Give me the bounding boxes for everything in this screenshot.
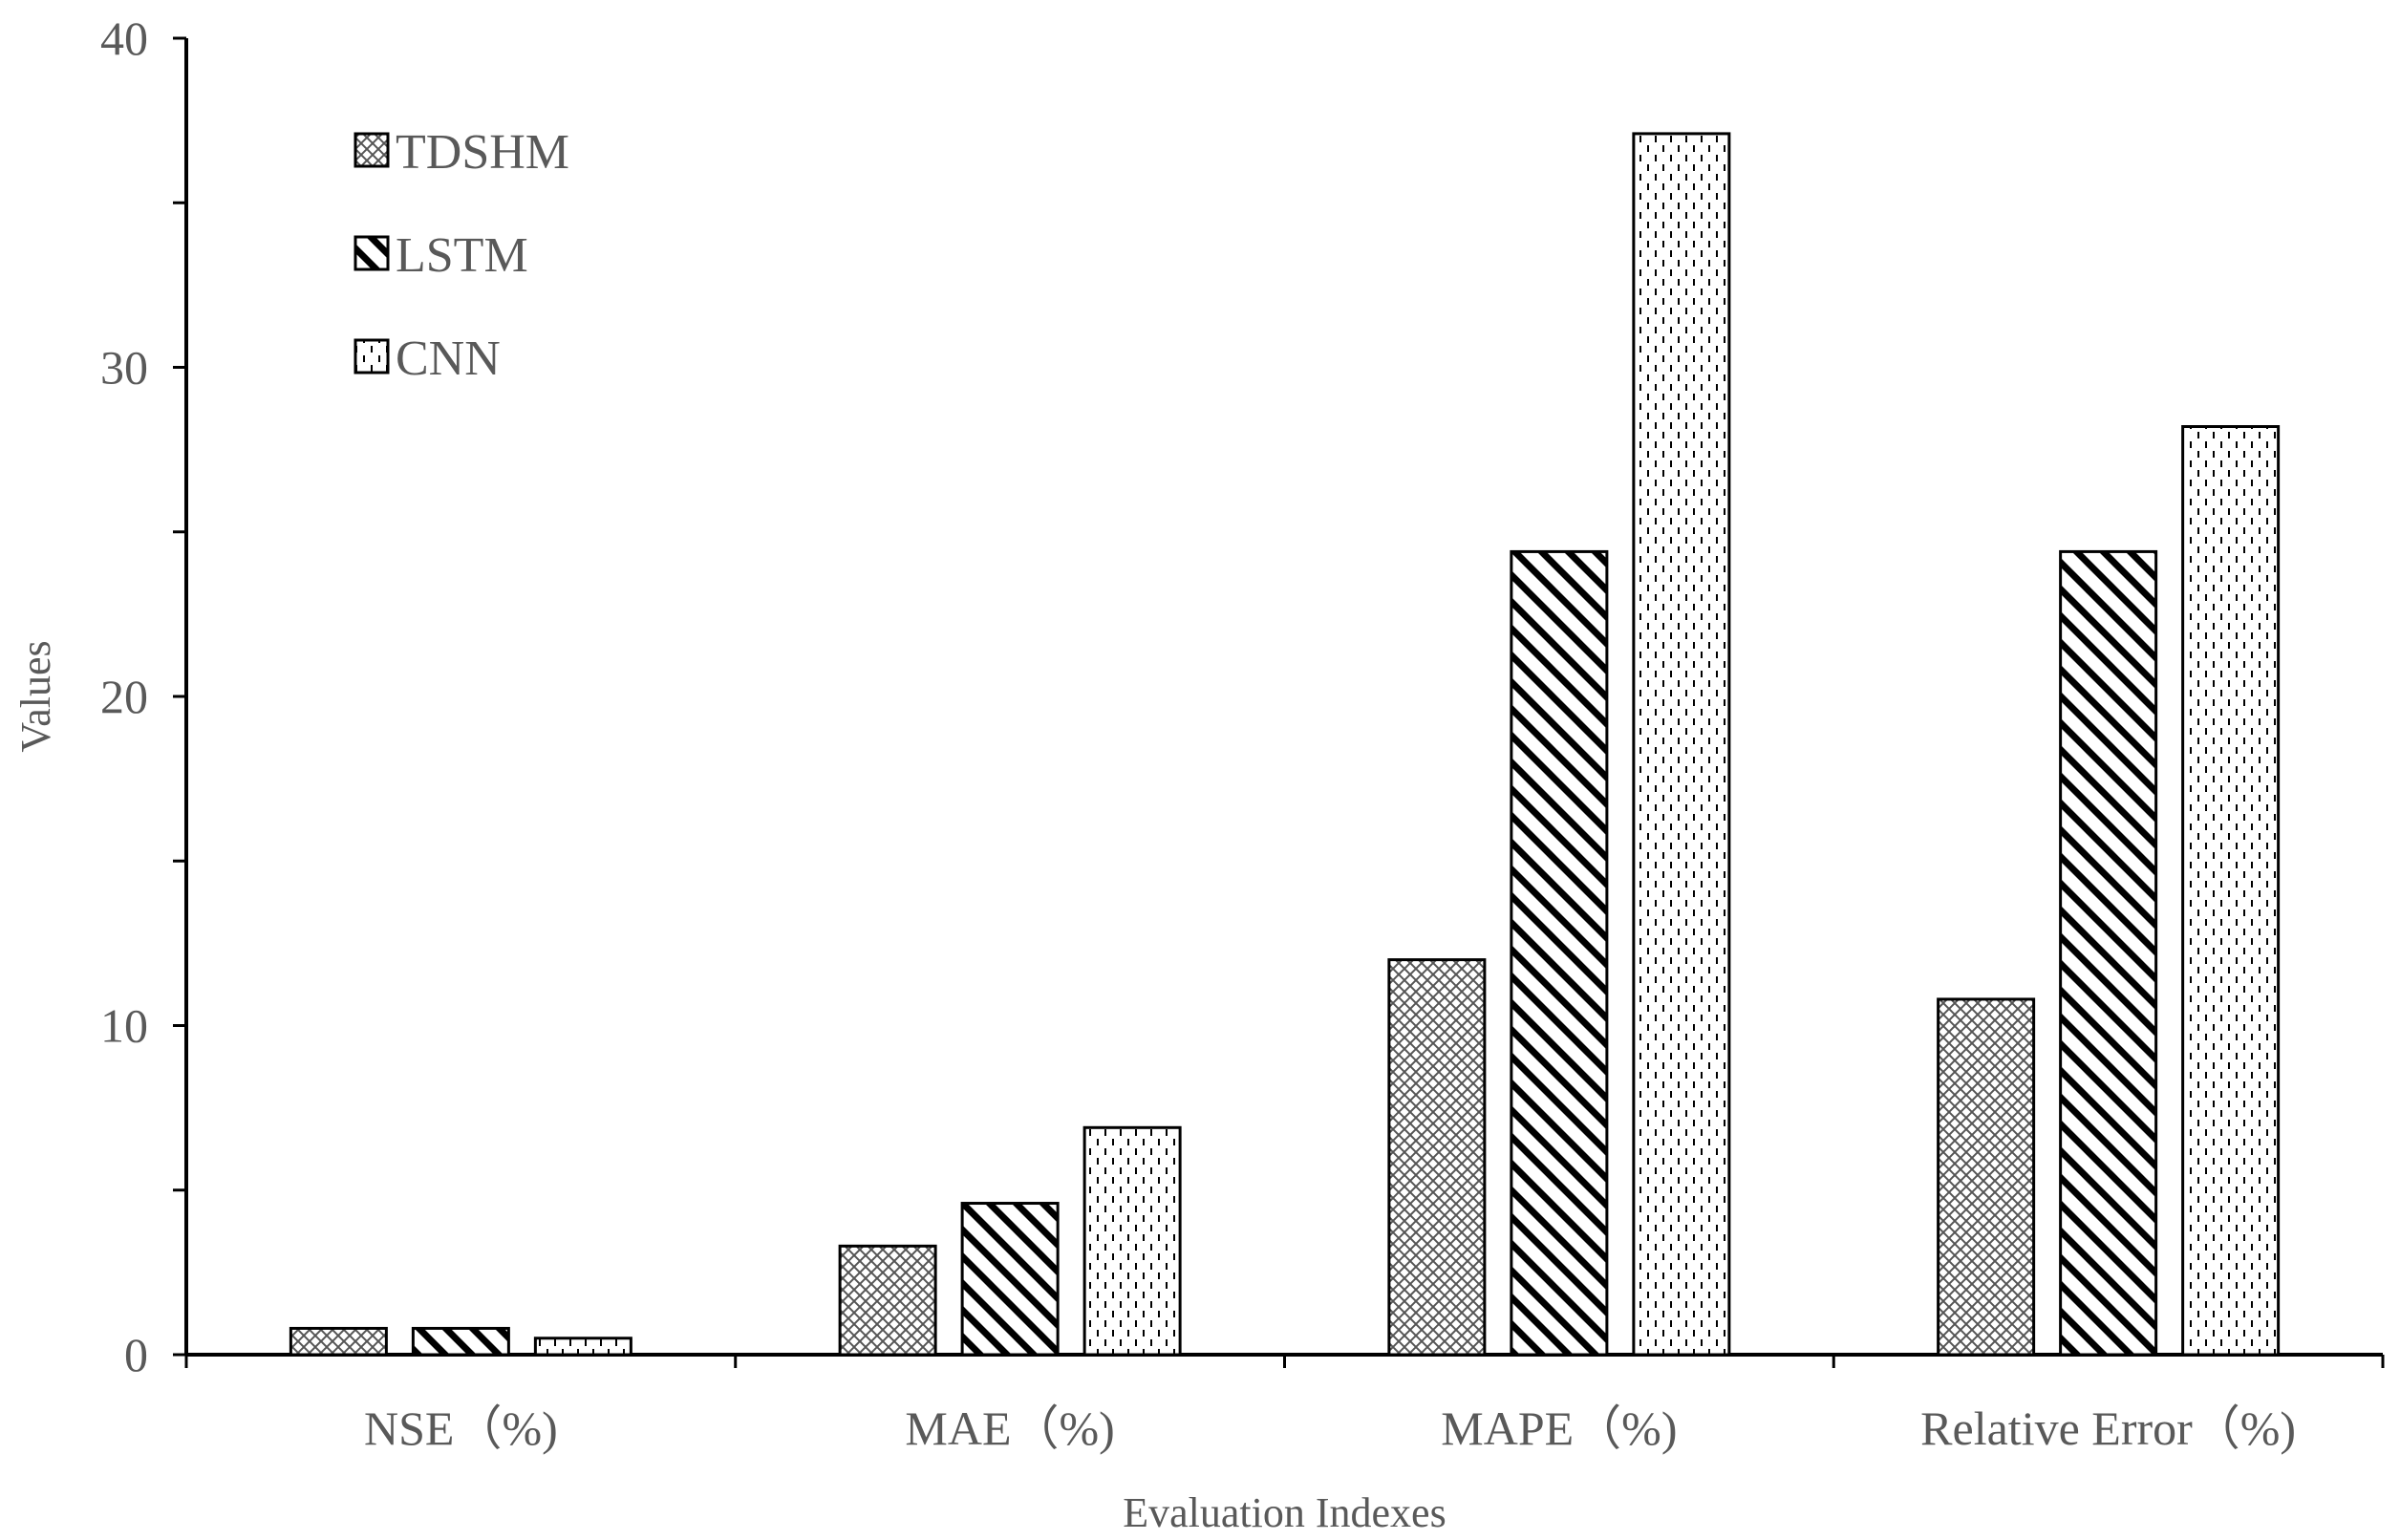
x-category-label: NSE（%) [364,1401,558,1455]
legend-swatch-lstm [354,235,390,271]
legend-swatch-cnn [354,338,390,374]
y-tick-label: 30 [100,341,148,395]
x-category-label: Relative Error（%) [1920,1401,2296,1455]
y-axis-title: Values [12,640,59,752]
bar-tdshm [289,1326,388,1357]
bar-tdshm [838,1244,937,1357]
bar-cnn [1082,1125,1182,1357]
x-axis-title: Evaluation Indexes [1123,1489,1446,1536]
x-category-label: MAPE（%) [1441,1401,1677,1455]
y-tick-label: 0 [124,1328,148,1381]
bar-lstm [1510,549,1609,1357]
bar-cnn [2181,425,2281,1357]
y-tick-label: 40 [100,11,148,65]
bar-tdshm [1937,997,2036,1357]
bar-lstm [2059,549,2158,1357]
plot-area: 0 10 20 30 40 NSE（%) MAE（%) MAPE（%) Relative Err… [100,11,2385,1455]
bar-lstm [411,1326,510,1357]
y-tick-label: 20 [100,670,148,723]
legend-label-cnn: CNN [396,332,501,386]
legend-label-tdshm: TDSHM [396,125,569,180]
legend-swatch-tdshm [354,132,390,168]
y-tick-label: 10 [100,999,148,1053]
legend-label-lstm: LSTM [396,228,528,283]
x-category-label: MAE（%) [905,1401,1114,1455]
legend: TDSHM LSTM CNN [354,125,569,386]
bar-tdshm [1387,958,1487,1357]
bar-lstm [960,1202,1060,1357]
bar-cnn [533,1337,632,1357]
bar-cnn [1632,132,1731,1357]
